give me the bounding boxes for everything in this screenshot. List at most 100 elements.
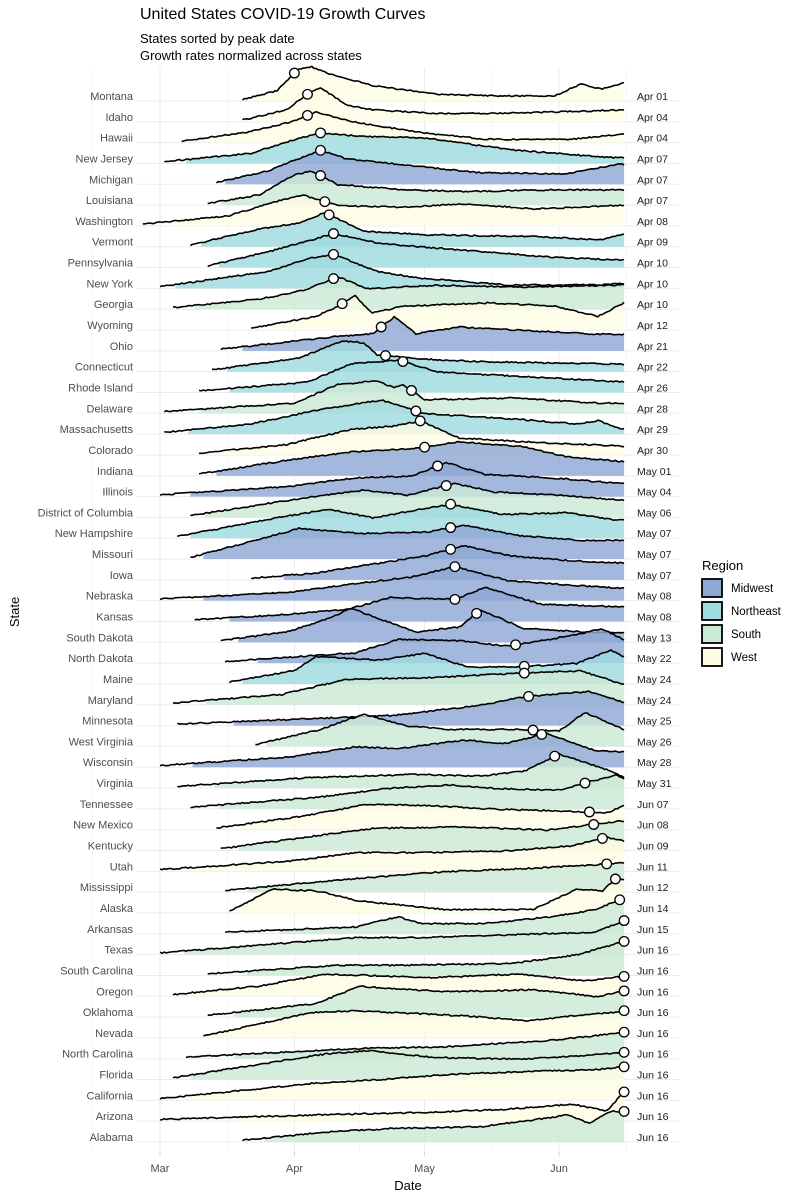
ridge-area xyxy=(264,295,625,331)
ridge-line xyxy=(225,898,625,933)
state-label: New Hampshire xyxy=(55,528,133,540)
peak-date-label: Apr 07 xyxy=(637,195,668,207)
y-axis-labels: Montana Idaho Hawaii New Jersey Michigan Loui… xyxy=(38,91,134,1144)
state-label: Florida xyxy=(99,1070,134,1082)
state-label: Montana xyxy=(90,91,134,103)
peak-marker xyxy=(406,385,417,396)
ridge-line xyxy=(228,649,625,684)
peak-date-label: Jun 11 xyxy=(637,861,668,873)
ridge-line xyxy=(190,212,625,247)
ridge-alaska xyxy=(229,873,625,913)
ridge-area xyxy=(199,380,625,414)
peak-date-label: May 28 xyxy=(637,757,672,769)
peak-marker xyxy=(618,1005,630,1017)
ridge-california xyxy=(159,1061,630,1101)
state-label: Kansas xyxy=(96,612,133,624)
ridge-louisiana xyxy=(207,170,625,206)
state-label: Hawaii xyxy=(100,133,133,145)
state-label: Mississippi xyxy=(80,882,133,894)
ridge-indiana xyxy=(198,440,625,476)
ridge-area xyxy=(233,1031,625,1059)
peak-date-label: Apr 09 xyxy=(637,237,668,249)
peak-date-labels: Apr 01 Apr 04 Apr 04 Apr 07 Apr 07 Apr 07 Apr … xyxy=(637,91,672,1144)
ridge-nevada xyxy=(203,1005,630,1038)
chart-subtitle-2: Growth rates normalized across states xyxy=(140,48,362,63)
state-label: North Dakota xyxy=(68,653,134,665)
ridge-line xyxy=(207,170,625,205)
peak-marker xyxy=(588,819,600,830)
x-tick-label: May xyxy=(414,1163,435,1175)
peak-date-label: Jun 12 xyxy=(637,882,669,894)
ridge-area xyxy=(212,1010,625,1038)
state-label: Virginia xyxy=(97,778,134,790)
ridge-area xyxy=(175,254,625,289)
x-axis-ticks: Mar Apr May Jun xyxy=(151,1152,568,1175)
ridge-idaho xyxy=(242,87,625,122)
state-label: Missouri xyxy=(92,549,133,561)
peak-marker xyxy=(288,67,300,79)
legend-swatch-northeast xyxy=(701,601,723,621)
ridge-alabama xyxy=(242,1105,630,1142)
state-label: Ohio xyxy=(110,341,133,353)
peak-marker xyxy=(471,607,483,619)
ridge-line xyxy=(159,920,625,954)
state-label: West Virginia xyxy=(69,736,134,748)
ridge-line xyxy=(181,111,625,143)
chart-subtitle-1: States sorted by peak date xyxy=(140,31,295,46)
peak-marker xyxy=(323,209,335,221)
ridge-line xyxy=(199,419,625,455)
state-label: Oregon xyxy=(96,986,133,998)
peak-date-label: Jun 16 xyxy=(637,1007,669,1019)
peak-marker xyxy=(618,1105,630,1117)
legend-label-northeast: Northeast xyxy=(731,606,782,618)
ridge-area xyxy=(205,670,625,705)
ridge-maryland xyxy=(172,667,625,705)
ridge-vermont xyxy=(190,209,625,247)
peak-date-label: Jun 16 xyxy=(637,1049,669,1061)
peak-marker xyxy=(609,873,621,885)
ridge-area xyxy=(233,1091,625,1122)
ridge-line xyxy=(242,1110,625,1142)
ridge-line xyxy=(229,878,625,912)
ridge-texas xyxy=(159,915,630,955)
peak-marker xyxy=(445,522,457,534)
peak-date-label: May 08 xyxy=(637,591,672,603)
state-label: Illinois xyxy=(102,487,133,499)
peak-date-label: May 13 xyxy=(637,632,672,644)
ridge-line xyxy=(207,940,625,975)
legend-swatch-midwest xyxy=(701,578,723,598)
peak-marker xyxy=(328,248,339,260)
state-label: Alaska xyxy=(100,903,134,915)
peak-marker xyxy=(397,356,409,367)
ridge-arkansas xyxy=(225,894,626,934)
state-label: Nebraska xyxy=(86,591,134,603)
ridge-district-of-columbia xyxy=(190,480,625,518)
ridge-new-jersey xyxy=(164,127,625,164)
peak-marker xyxy=(440,480,452,492)
peak-marker xyxy=(618,915,630,927)
peak-marker xyxy=(328,273,339,285)
ridge-line xyxy=(172,669,625,704)
ridge-wyoming xyxy=(251,294,625,331)
peak-marker xyxy=(583,806,595,818)
state-label: Colorado xyxy=(88,445,133,457)
peak-marker xyxy=(618,1026,630,1038)
ridge-arizona xyxy=(159,1086,630,1122)
ridge-area xyxy=(166,195,625,226)
legend-title: Region xyxy=(702,558,743,573)
ridge-line xyxy=(176,503,625,538)
peak-marker xyxy=(319,196,331,208)
ridge-line xyxy=(224,628,625,663)
ridge-line xyxy=(190,482,625,517)
peak-date-label: Jun 16 xyxy=(637,986,669,998)
peak-date-label: Jun 07 xyxy=(637,799,669,811)
peak-marker xyxy=(523,690,535,702)
peak-marker xyxy=(510,639,522,651)
ridge-hawaii xyxy=(181,109,625,143)
ridge-mississippi xyxy=(225,858,625,893)
peak-marker xyxy=(336,298,348,310)
peak-marker xyxy=(375,321,387,333)
ridge-area xyxy=(218,774,625,809)
peak-marker xyxy=(328,228,339,240)
